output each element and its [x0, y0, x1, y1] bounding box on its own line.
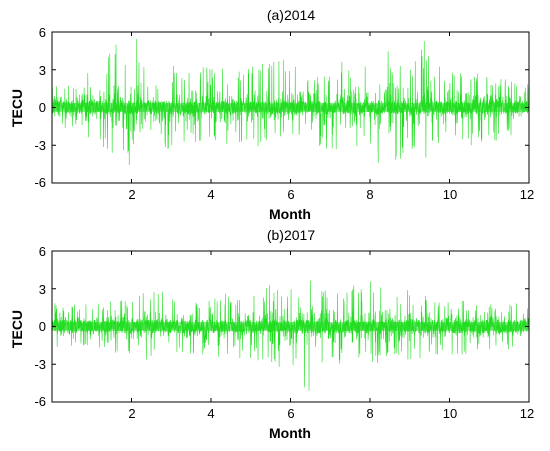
x-tick-label: 2: [128, 187, 135, 202]
x-tick-labels: 2 4 6 8 10 12: [128, 406, 534, 421]
y-tick-label: 6: [39, 25, 46, 40]
y-tick-label: 3: [39, 63, 46, 78]
x-tick-label: 6: [287, 406, 294, 421]
y-tick-labels: 6 3 0 -3 -6: [34, 244, 46, 409]
y-tick-label: 0: [39, 100, 46, 115]
x-tick-labels: 2 4 6 8 10 12: [128, 187, 534, 202]
x-tick-label: 12: [520, 187, 534, 202]
panel-title: (a)2014: [267, 7, 315, 23]
y-tick-label: -3: [34, 357, 46, 372]
series-line: [51, 39, 530, 165]
plot-area: [51, 31, 530, 184]
y-tick-label: 6: [39, 244, 46, 259]
series-core-band: [52, 322, 529, 331]
y-axis-label: TECU: [9, 310, 25, 348]
x-tick-label: 8: [366, 187, 373, 202]
x-tick-label: 10: [443, 406, 457, 421]
x-tick-label: 10: [443, 187, 457, 202]
y-tick-label: -3: [34, 138, 46, 153]
x-tick-label: 2: [128, 406, 135, 421]
axes-frame: [51, 31, 530, 184]
series-line: [51, 280, 530, 391]
y-tick-label: -6: [34, 394, 46, 409]
y-tick-label: 0: [39, 319, 46, 334]
y-tick-label: 3: [39, 282, 46, 297]
x-tick-label: 8: [366, 406, 373, 421]
panel-2014: (a)2014 6 3 0 -3 -6 2 4 6 8 10 12 Month …: [9, 7, 534, 222]
y-tick-labels: 6 3 0 -3 -6: [34, 25, 46, 190]
x-tick-label: 4: [207, 187, 214, 202]
x-tick-label: 4: [207, 406, 214, 421]
axes-frame: [51, 250, 530, 403]
x-axis-label: Month: [269, 206, 311, 222]
y-axis-label: TECU: [9, 89, 25, 127]
x-tick-label: 12: [520, 406, 534, 421]
panel-title: (b)2017: [267, 227, 315, 243]
x-tick-label: 6: [287, 187, 294, 202]
plot-area: [51, 250, 530, 403]
panel-2017: (b)2017 6 3 0 -3 -6 2 4 6 8 10 12 Month …: [9, 227, 534, 441]
series-core-band: [52, 103, 529, 112]
y-tick-label: -6: [34, 175, 46, 190]
x-axis-label: Month: [269, 425, 311, 441]
